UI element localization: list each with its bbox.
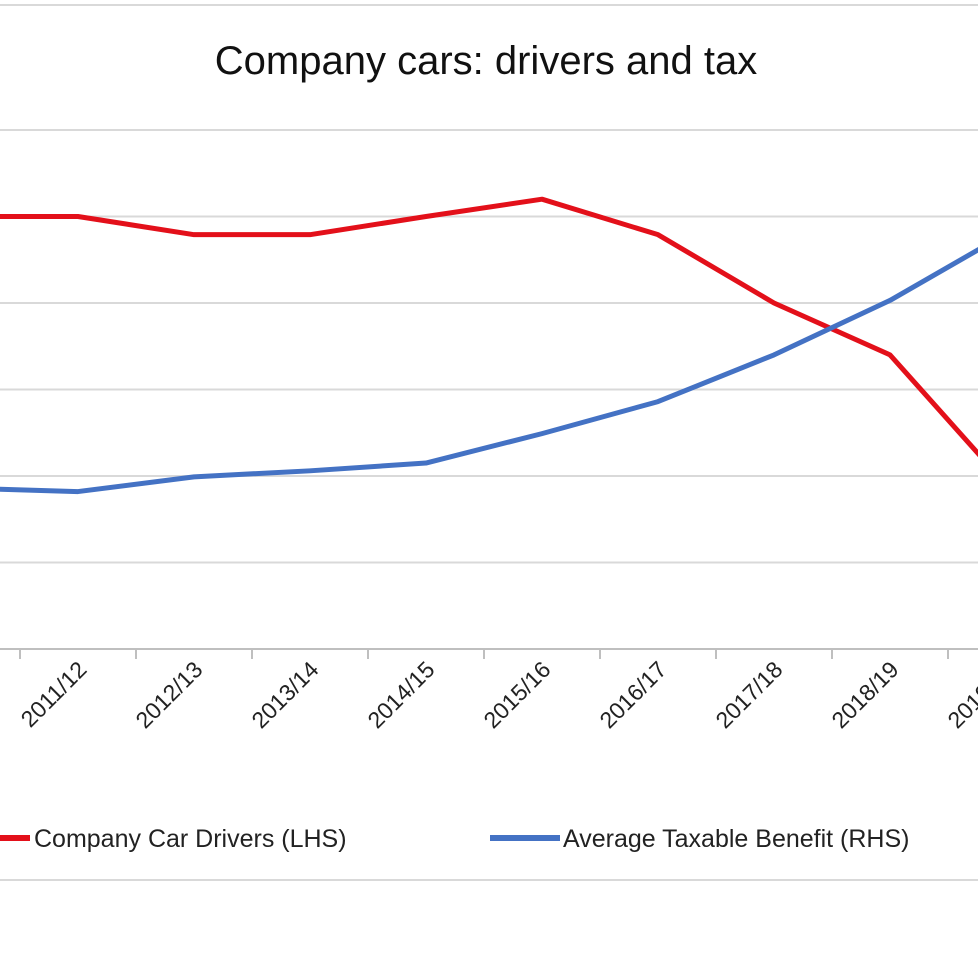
legend: Company Car Drivers (LHS) Average Taxabl… [0,825,909,853]
legend-label-drivers: Company Car Drivers (LHS) [34,825,347,853]
x-tick-label: 2012/13 [130,656,207,733]
x-tick-label: 2014/15 [362,656,439,733]
x-tick-label: 2016/17 [594,656,671,733]
x-tick-label: 2018/19 [826,656,903,733]
x-tick-label: 2017/18 [710,656,787,733]
x-tick-label: 2011/12 [16,656,92,732]
gridlines [0,129,978,650]
legend-label-benefit: Average Taxable Benefit (RHS) [563,825,909,853]
x-tick-label: 2015/16 [478,656,555,733]
series-line-drivers [0,196,978,458]
series-lines [0,196,978,495]
x-tick-label: 2013/14 [246,656,323,733]
series-line-benefit [0,246,978,495]
chart-title: Company cars: drivers and tax [215,39,757,83]
x-tick-label: 2019/20 [942,656,978,733]
x-axis: 2010/112011/122012/132013/142014/152015/… [16,649,978,733]
